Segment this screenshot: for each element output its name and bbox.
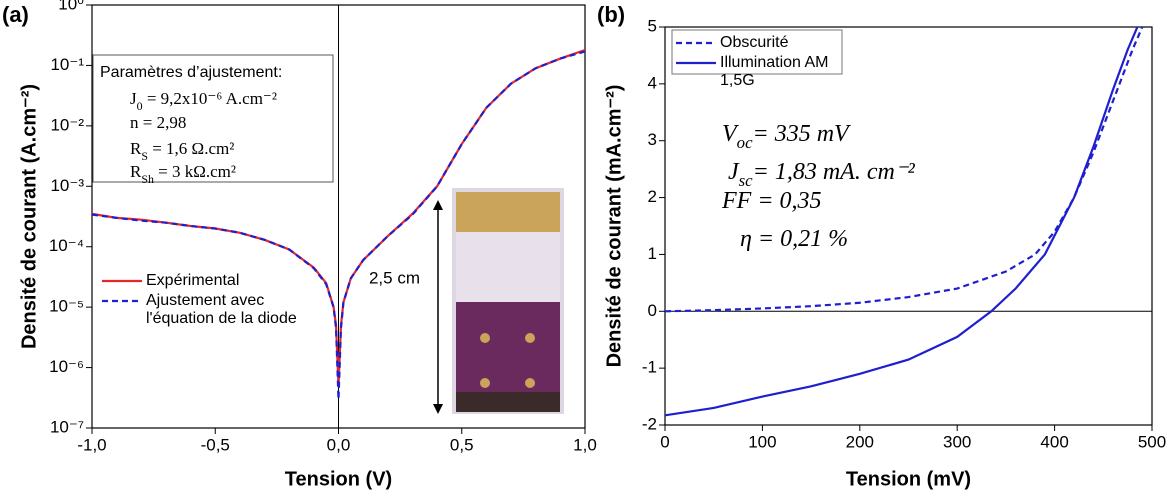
x-tick-label: 1,0 bbox=[573, 435, 597, 454]
annotation: Paramètres d’ajustement: bbox=[100, 64, 282, 81]
annotation-text: η = 0,21 % bbox=[740, 226, 848, 252]
x-tick-label: 0 bbox=[660, 432, 669, 451]
y-tick-label: 3 bbox=[648, 130, 657, 149]
annotation-text: = 3 kΩ.cm² bbox=[154, 162, 236, 181]
annotation-sub: Sh bbox=[141, 172, 154, 186]
annotation-box bbox=[92, 54, 334, 183]
y-axis-title: Densité de courant (mA.cm⁻²) bbox=[603, 85, 625, 368]
y-tick-label: 4 bbox=[648, 73, 657, 92]
y-tick-label: 10⁻⁶ bbox=[49, 357, 84, 376]
series-line bbox=[665, 27, 1144, 313]
panel-label: (b) bbox=[597, 2, 625, 27]
annotation: J0 = 9,2x10⁻⁶ A.cm⁻² bbox=[130, 89, 277, 113]
y-tick-label: 0 bbox=[648, 301, 657, 320]
inset-label: 2,5 cm bbox=[369, 268, 420, 287]
annotation-text: = 335 mV bbox=[753, 121, 852, 147]
legend-box bbox=[671, 29, 843, 75]
annotation-text: R bbox=[130, 162, 142, 181]
plot-frame bbox=[664, 26, 1153, 426]
panel: (a) 10⁻⁷ 10⁻⁶ 10⁻⁵ 10⁻⁴ 10⁻³ 10⁻² 10⁻¹ 10⁰ -1,0 -0… bbox=[2, 0, 597, 490]
x-tick-label: -0,5 bbox=[201, 435, 230, 454]
annotation-text: R bbox=[130, 139, 142, 158]
legend-item: Illumination AM 1,5G bbox=[720, 54, 829, 89]
annotation-sub: S bbox=[141, 149, 148, 163]
y-tick-label: 10⁻⁴ bbox=[49, 236, 84, 255]
legend-item: Expérimental bbox=[146, 272, 240, 289]
y-tick-label: 10⁻⁷ bbox=[50, 417, 84, 436]
annotation-text: = 9,2x10⁻⁶ A.cm⁻² bbox=[143, 89, 277, 108]
x-tick-label: 200 bbox=[846, 432, 874, 451]
x-tick-label: 100 bbox=[748, 432, 776, 451]
annotation-text: V bbox=[722, 121, 739, 147]
legend-label: Ajustement avec l'équation de la diode bbox=[146, 292, 297, 327]
x-axis-title: Tension (mV) bbox=[846, 468, 971, 490]
y-tick-label: -2 bbox=[642, 414, 657, 433]
annotation: FF = 0,35 bbox=[721, 188, 822, 214]
annotation: RS = 1,6 Ω.cm² bbox=[130, 139, 234, 163]
legend-item: Ajustement avec l'équation de la diode bbox=[146, 292, 297, 327]
panel: (b) -2 -1 0 1 2 3 4 5 0 100 200 300 400 500 Tension (mV… bbox=[597, 2, 1166, 490]
annotation-text: = 1,6 Ω.cm² bbox=[148, 139, 234, 158]
legend-label: Illumination AM 1,5G bbox=[720, 54, 829, 89]
y-axis-title: Densité de courant (A.cm⁻²) bbox=[18, 84, 40, 349]
annotation: n = 2,98 bbox=[130, 113, 186, 132]
y-tick-label: 1 bbox=[648, 244, 657, 263]
annotation-sub: 0 bbox=[137, 99, 143, 113]
y-tick-label: 10⁻² bbox=[50, 115, 84, 134]
y-tick-label: 10⁻¹ bbox=[50, 55, 84, 74]
annotation: RSh = 3 kΩ.cm² bbox=[130, 162, 236, 186]
y-tick-label: 5 bbox=[648, 16, 657, 35]
panel-label: (a) bbox=[2, 2, 29, 27]
y-tick-label: 10⁻⁵ bbox=[49, 297, 84, 316]
y-tick-label: 10⁻³ bbox=[50, 176, 84, 195]
legend-label: Obscurité bbox=[720, 34, 789, 51]
x-tick-label: 400 bbox=[1040, 432, 1068, 451]
annotation-text: Paramètres d’ajustement: bbox=[100, 64, 282, 81]
x-axis-title: Tension (V) bbox=[285, 468, 392, 490]
x-tick-label: 300 bbox=[943, 432, 971, 451]
annotation: Voc= 335 mV bbox=[722, 121, 851, 153]
y-tick-label: -1 bbox=[642, 358, 657, 377]
x-tick-label: 0,0 bbox=[327, 435, 351, 454]
y-tick-label: 10⁰ bbox=[58, 0, 84, 13]
annotation: Jsc= 1,83 mA. cm⁻² bbox=[728, 159, 915, 191]
annotation-text: FF = 0,35 bbox=[721, 188, 822, 214]
x-tick-label: 0,5 bbox=[450, 435, 474, 454]
inset-photo bbox=[433, 188, 564, 414]
annotation: η = 0,21 % bbox=[740, 226, 848, 252]
legend-label: Expérimental bbox=[146, 272, 240, 289]
annotation-text: J bbox=[130, 89, 137, 108]
legend-item: Obscurité bbox=[720, 34, 789, 51]
annotation-sub: oc bbox=[737, 133, 753, 152]
x-tick-label: -1,0 bbox=[77, 435, 106, 454]
annotation-text: n = 2,98 bbox=[130, 113, 186, 132]
annotation-text: J bbox=[728, 159, 740, 185]
series-line bbox=[665, 27, 1139, 417]
series-line bbox=[92, 50, 585, 400]
y-tick-label: 2 bbox=[648, 187, 657, 206]
annotation-sub: sc bbox=[739, 171, 754, 190]
x-tick-label: 500 bbox=[1138, 432, 1166, 451]
annotation-text: = 1,83 mA. cm⁻² bbox=[753, 159, 916, 185]
